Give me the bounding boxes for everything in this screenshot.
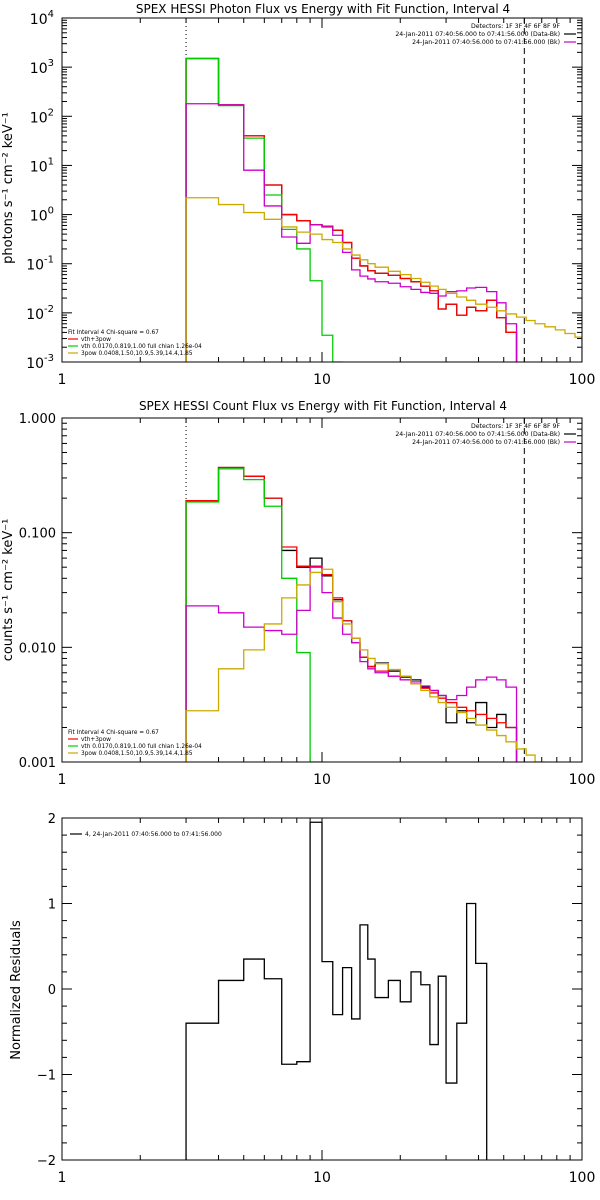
legend-entry: vth 0.0170,0.819,1.00 full chian 1.26e-0… [81,344,202,350]
chart-title: SPEX HESSI Count Flux vs Energy with Fit… [139,399,507,413]
data-series [185,466,545,762]
series-line-4 [185,568,545,762]
series-line-3 [185,566,518,762]
fit-legend: Fit Interval 4 Chi-square = 0.67vth+3pow… [68,330,202,357]
plot-frame [61,17,583,363]
y-tick-label: 10-1 [26,255,54,274]
plot-frame [61,817,583,1161]
y-tick-label: 2 [48,812,56,827]
y-tick-label: 0.001 [19,756,56,771]
y-axis-ticks [62,422,582,763]
legend-entry: vth+3pow [81,737,111,743]
legend-entry: Fit Interval 4 Chi-square = 0.67 [68,730,159,736]
x-tick-label: 1 [58,772,67,788]
x-tick-label: 10 [313,372,331,388]
y-tick-label: −2 [37,1154,56,1169]
y-tick-label: 1 [48,898,56,913]
x-tick-label: 10 [313,1170,331,1186]
y-axis-label: Normalized Residuals [9,920,24,1060]
y-axis-label: photons s⁻¹ cm⁻² keV⁻¹ [1,112,16,264]
y-tick-label: 100 [30,206,54,225]
residual-legend: 4, 24-Jan-2011 07:40:56.000 to 07:41:56.… [70,831,222,838]
legend-entry: vth+3pow [81,337,111,343]
legend-entry: vth 0.0170,0.819,1.00 full chian 1.26e-0… [81,744,202,750]
photon-flux-chart: SPEX HESSI Photon Flux vs Energy with Fi… [1,2,595,388]
y-tick-label: 104 [30,9,54,28]
series-line-1 [185,57,518,362]
y-axis-label-text: photons s⁻¹ cm⁻² keV⁻¹ [1,112,16,264]
legend-entry: Detectors: 1F 3F 4F 6F 8F 9F [471,23,560,30]
data-series [185,821,488,1160]
residuals-chart: Normalized Residuals 1 10 100 −2 −1 0 1 2 4, 24-… [9,812,595,1186]
y-tick-label: 10-2 [26,304,54,323]
legend-entry: 24-Jan-2011 07:40:56.000 to 07:41:56.000… [395,431,560,438]
series-line-3 [185,103,518,362]
y-tick-label: 102 [30,107,54,126]
plot-frame [61,417,583,763]
y-tick-label: 0.010 [19,641,56,656]
legend-entry: 24-Jan-2011 07:40:56.000 to 07:41:56.000… [395,31,560,38]
y-tick-label: 1.000 [19,412,56,427]
y-tick-label: 101 [30,156,54,175]
top-legend: Detectors: 1F 3F 4F 6F 8F 9F24-Jan-2011 … [395,423,576,446]
y-tick-label: 0 [48,983,56,998]
legend-entry: 3pow 0.0408,1.50,10.9,5.39,14.4,1.85 [81,351,193,357]
series-line-2 [185,468,322,762]
x-tick-label: 100 [569,1170,596,1186]
series-line-0 [185,821,488,1160]
top-legend: Detectors: 1F 3F 4F 6F 8F 9F24-Jan-2011 … [395,23,576,46]
legend-entry: 4, 24-Jan-2011 07:40:56.000 to 07:41:56.… [85,831,222,838]
x-tick-label: 10 [313,772,331,788]
legend-entry: 24-Jan-2011 07:40:56.000 to 07:41:56.000… [412,439,560,446]
y-tick-label: 0.100 [19,527,56,542]
legend-entry: Fit Interval 4 Chi-square = 0.67 [68,330,159,336]
data-series [185,57,582,362]
x-tick-label: 1 [58,1170,67,1186]
x-tick-label: 100 [569,372,596,388]
y-axis-label-text: counts s⁻¹ cm⁻² keV⁻¹ [1,519,16,662]
y-axis-label-text: Normalized Residuals [9,920,24,1060]
x-tick-label: 1 [58,372,67,388]
chart-title: SPEX HESSI Photon Flux vs Energy with Fi… [136,2,510,16]
fit-legend: Fit Interval 4 Chi-square = 0.67vth+3pow… [68,730,202,757]
y-axis-label: counts s⁻¹ cm⁻² keV⁻¹ [1,519,16,662]
legend-entry: Detectors: 1F 3F 4F 6F 8F 9F [471,423,560,430]
y-tick-label: 10-3 [26,353,54,372]
x-tick-label: 100 [569,772,596,788]
legend-entry: 24-Jan-2011 07:40:56.000 to 07:41:56.000… [412,39,560,46]
count-flux-chart: SPEX HESSI Count Flux vs Energy with Fit… [1,399,595,788]
legend-entry: 3pow 0.0408,1.50,10.9,5.39,14.4,1.85 [81,751,193,757]
series-line-0 [185,466,518,762]
y-tick-label: 103 [30,58,54,77]
series-line-4 [185,197,582,362]
y-tick-label: −1 [37,1069,56,1084]
